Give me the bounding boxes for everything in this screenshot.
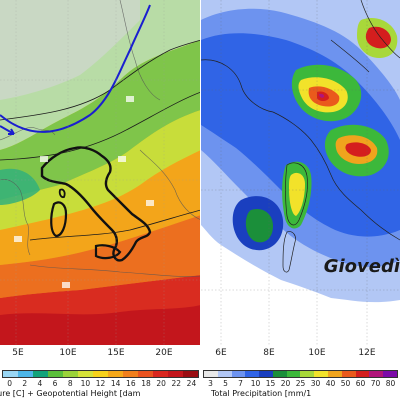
temperature-legend-value: 10 — [80, 379, 91, 388]
precipitation-legend-value: 40 — [325, 379, 336, 388]
precipitation-legend-swatch — [300, 371, 315, 377]
temperature-legend-value: 22 — [171, 379, 182, 388]
temperature-legend-value: 2 — [22, 379, 28, 388]
temperature-legend-value: 6 — [52, 379, 58, 388]
precipitation-map: Giovedì — [201, 0, 400, 345]
longitude-tick: 10E — [59, 348, 77, 358]
trough-line — [0, 4, 151, 133]
precipitation-legend-value: 50 — [340, 379, 351, 388]
precipitation-legend-swatch — [369, 371, 384, 377]
precipitation-legend-swatch — [341, 371, 356, 377]
precipitation-legend-swatch — [355, 371, 370, 377]
precipitation-legend-values: 3 5 7 10 15 20 25 30 40 50 60 70 80 — [203, 379, 398, 389]
sicily-outline — [94, 244, 122, 260]
temperature-map — [0, 0, 201, 345]
temperature-legend-value: 8 — [67, 379, 73, 388]
temperature-color-bar — [2, 370, 199, 378]
precipitation-legend-value: 60 — [355, 379, 366, 388]
precipitation-legend-value: 7 — [238, 379, 243, 388]
precipitation-legend-swatch — [204, 371, 218, 377]
precipitation-legend-value: 70 — [370, 379, 381, 388]
precipitation-legend-value: 30 — [310, 379, 321, 388]
temperature-legend-swatch — [153, 371, 168, 377]
temperature-legend-swatch — [3, 371, 18, 377]
longitude-tick: 8E — [263, 348, 275, 358]
precipitation-legend-swatch — [286, 371, 301, 377]
precipitation-legend-swatch — [272, 371, 287, 377]
precipitation-legend-value: 5 — [223, 379, 228, 388]
precipitation-legend-swatch — [259, 371, 273, 377]
temperature-legend-value: 14 — [110, 379, 121, 388]
precipitation-legend-value: 20 — [280, 379, 291, 388]
temperature-legend-swatch — [108, 371, 123, 377]
temperature-legend-swatch — [138, 371, 153, 377]
longitude-tick: 15E — [107, 348, 125, 358]
temperature-legend-value: 18 — [141, 379, 151, 388]
precipitation-legend-caption: Total Precipitation [mm/1 — [211, 389, 312, 398]
temperature-legend-values: 0 2 4 6 8 10 12 14 16 18 20 22 24 — [2, 379, 199, 389]
precipitation-legend-value: 15 — [265, 379, 276, 388]
precipitation-legend-value: 10 — [250, 379, 261, 388]
temperature-legend-value: 12 — [95, 379, 106, 388]
precipitation-legend-swatch — [328, 371, 342, 377]
temperature-map-panel: 5E 10E 15E 20E 0 2 4 6 8 10 12 14 16 18 20 22 24 tur… — [0, 0, 201, 400]
day-label: Giovedì — [323, 256, 400, 277]
wind-arrow-icon — [0, 125, 15, 135]
precipitation-field — [201, 0, 400, 345]
precipitation-legend-swatch — [231, 371, 246, 377]
temperature-legend-swatch — [123, 371, 138, 377]
precipitation-legend-value: 80 — [385, 379, 396, 388]
temperature-legend-swatch — [18, 371, 33, 377]
precipitation-legend-value: 3 — [208, 379, 213, 388]
italy-outline — [40, 146, 152, 262]
precipitation-legend-swatch — [217, 371, 232, 377]
longitude-axis: 5E 10E 15E 20E — [0, 345, 201, 367]
longitude-tick: 5E — [12, 348, 24, 358]
longitude-tick: 10E — [308, 348, 326, 358]
precipitation-legend-swatch — [383, 371, 397, 377]
longitude-tick: 12E — [358, 348, 376, 358]
temperature-legend-value: 24 — [186, 379, 197, 388]
precipitation-legend-value: 25 — [295, 379, 306, 388]
temperature-legend-caption: ture [C] + Geopotential Height [dam — [0, 389, 141, 398]
temperature-legend-value: 20 — [156, 379, 166, 388]
temperature-legend-swatch — [93, 371, 108, 377]
temperature-legend-swatch — [63, 371, 78, 377]
temperature-legend-swatch — [183, 371, 198, 377]
longitude-tick: 20E — [155, 348, 173, 358]
precipitation-map-panel: Giovedì 6E 8E 10E 12E 3 5 7 10 15 20 25 30 40 50 6… — [201, 0, 400, 400]
temperature-legend-swatch — [78, 371, 93, 377]
longitude-axis: 6E 8E 10E 12E — [201, 345, 400, 367]
longitude-tick: 6E — [215, 348, 227, 358]
precipitation-color-bar — [203, 370, 398, 378]
sardinia-outline — [50, 201, 68, 238]
temperature-legend-swatch — [33, 371, 48, 377]
precipitation-legend-swatch — [245, 371, 260, 377]
temperature-legend-value: 0 — [7, 379, 12, 388]
precipitation-legend: 3 5 7 10 15 20 25 30 40 50 60 70 80 Total Precipitat… — [201, 370, 400, 400]
temperature-legend-value: 16 — [126, 379, 136, 388]
temperature-field — [0, 0, 201, 345]
precipitation-legend-swatch — [314, 371, 329, 377]
temperature-legend-swatch — [168, 371, 183, 377]
temperature-legend: 0 2 4 6 8 10 12 14 16 18 20 22 24 ture [C] + Geopote… — [0, 370, 201, 400]
temperature-legend-swatch — [48, 371, 63, 377]
temperature-legend-value: 4 — [37, 379, 43, 388]
